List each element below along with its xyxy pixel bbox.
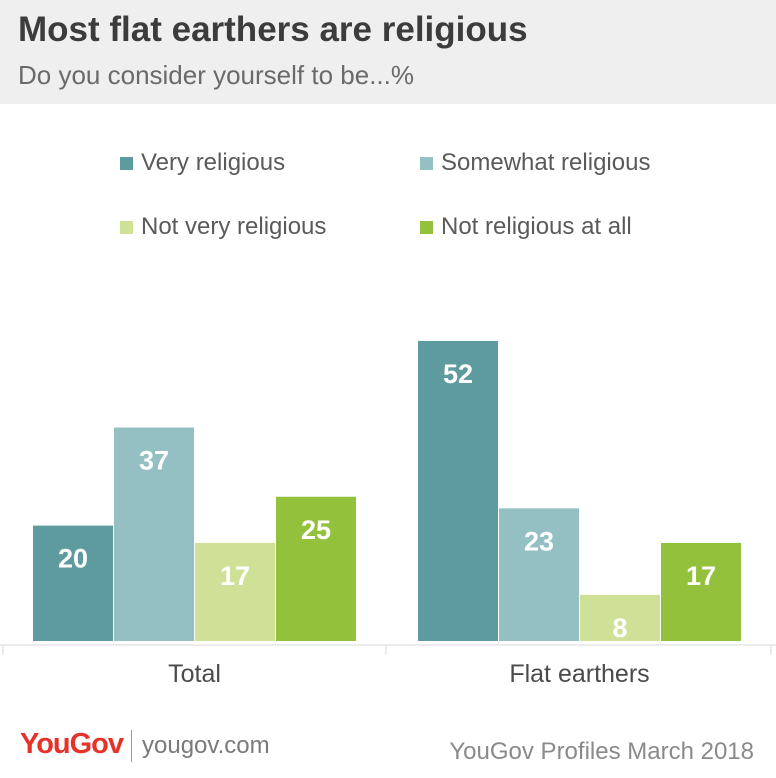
bar-flat-earthers-somewhat-religious [499, 508, 579, 641]
footer-site-link[interactable]: yougov.com [142, 732, 270, 759]
bar-flat-earthers-very-religious [418, 340, 498, 641]
data-label: 17 [686, 561, 716, 591]
data-label: 52 [443, 359, 473, 389]
bar-total-somewhat-religious [114, 427, 194, 641]
bar-flat-earthers-not-religious-at-all [661, 542, 741, 641]
legend-swatch-not-very-religious [120, 220, 133, 234]
chart-subtitle: Do you consider yourself to be...% [18, 60, 414, 90]
data-label: 25 [301, 515, 331, 545]
chart-title: Most flat earthers are religious [18, 10, 528, 49]
legend-label: Very religious [141, 149, 286, 176]
legend-item-somewhat-religious: Somewhat religious [420, 148, 650, 178]
bar-total-not-religious-at-all [276, 496, 356, 641]
legend-item-not-very-religious: Not very religious [120, 212, 326, 242]
category-label: Total [168, 660, 221, 688]
yougov-logo: YouGov [20, 728, 124, 760]
legend-swatch-very-religious [120, 156, 133, 170]
footer-divider [131, 730, 132, 762]
data-label: 23 [524, 526, 554, 556]
bar-total-very-religious [33, 525, 113, 641]
bar-flat-earthers-not-very-religious [580, 594, 660, 641]
category-label: Flat earthers [509, 660, 649, 688]
legend-item-not-religious-at-all: Not religious at all [420, 212, 632, 242]
data-label: 8 [612, 613, 627, 643]
legend-swatch-somewhat-religious [420, 156, 433, 170]
legend-label: Not religious at all [441, 213, 632, 240]
legend-item-very-religious: Very religious [120, 148, 285, 178]
data-label: 20 [58, 544, 88, 574]
data-label: 37 [139, 446, 169, 476]
legend-swatch-not-religious-at-all [420, 220, 433, 234]
header-band: Most flat earthers are religious Do you … [0, 0, 776, 104]
footer-source: YouGov Profiles March 2018 [449, 738, 754, 765]
data-label: 17 [220, 561, 250, 591]
bar-total-not-very-religious [195, 542, 275, 641]
legend-label: Somewhat religious [441, 149, 651, 176]
legend-label: Not very religious [141, 213, 327, 240]
